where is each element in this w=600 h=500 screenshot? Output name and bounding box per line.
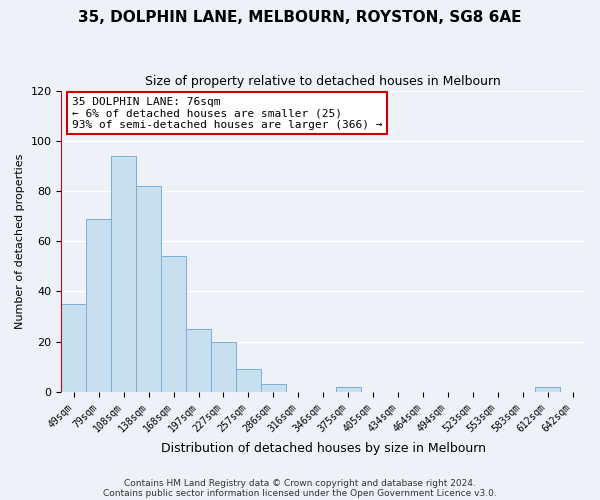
Bar (335, 387, 361, 392)
Y-axis label: Number of detached properties: Number of detached properties (15, 154, 25, 329)
Text: Contains HM Land Registry data © Crown copyright and database right 2024.: Contains HM Land Registry data © Crown c… (124, 478, 476, 488)
Bar (86, 218, 111, 392)
Bar (535, 387, 560, 392)
Bar (186, 329, 211, 392)
Text: Contains public sector information licensed under the Open Government Licence v3: Contains public sector information licen… (103, 488, 497, 498)
Bar (111, 156, 136, 392)
Text: 35 DOLPHIN LANE: 76sqm
← 6% of detached houses are smaller (25)
93% of semi-deta: 35 DOLPHIN LANE: 76sqm ← 6% of detached … (72, 96, 382, 130)
Text: 35, DOLPHIN LANE, MELBOURN, ROYSTON, SG8 6AE: 35, DOLPHIN LANE, MELBOURN, ROYSTON, SG8… (78, 10, 522, 25)
Bar (161, 256, 186, 392)
Bar (236, 370, 261, 392)
Bar (61, 304, 86, 392)
Bar (261, 384, 286, 392)
Bar (136, 186, 161, 392)
Title: Size of property relative to detached houses in Melbourn: Size of property relative to detached ho… (145, 75, 501, 88)
X-axis label: Distribution of detached houses by size in Melbourn: Distribution of detached houses by size … (161, 442, 486, 455)
Bar (211, 342, 236, 392)
